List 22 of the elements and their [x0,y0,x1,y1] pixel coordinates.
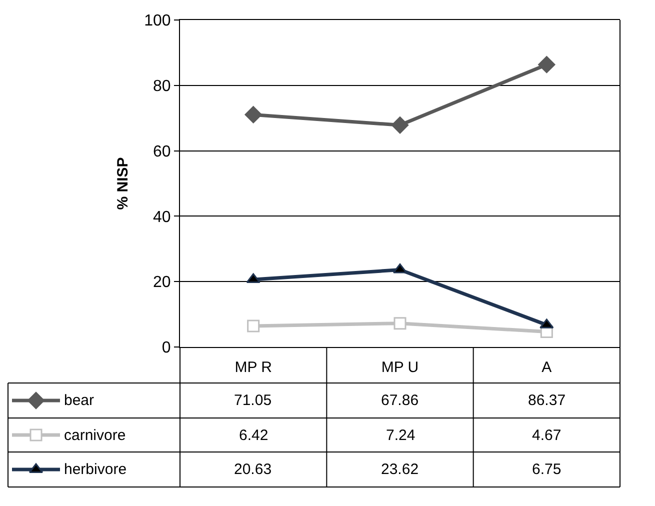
legend-label: herbivore [64,461,127,478]
y-tick-label: 20 [153,274,171,292]
legend-label: carnivore [64,427,126,444]
x-tick-label: MP R [234,359,272,376]
data-label: 71.05 [234,392,272,409]
data-label: 4.67 [532,427,562,444]
y-tick-label: 0 [162,340,171,357]
data-label: 6.42 [239,427,268,444]
y-tick-label: 80 [153,78,171,95]
y-tick-label: 40 [153,208,171,226]
y-tick-label: 60 [153,143,171,160]
data-label: 67.86 [381,392,419,409]
y-axis-title: % NISP [114,157,132,210]
x-tick-label: MP U [381,359,419,376]
data-label: 86.37 [528,392,566,409]
data-label: 23.62 [381,461,419,478]
x-tick-label: A [542,359,552,376]
data-label: 6.75 [532,461,562,478]
y-tick-label: 100 [144,12,171,30]
data-label: 7.24 [386,427,416,444]
legend-label: bear [64,392,94,409]
data-label: 20.63 [234,461,272,478]
